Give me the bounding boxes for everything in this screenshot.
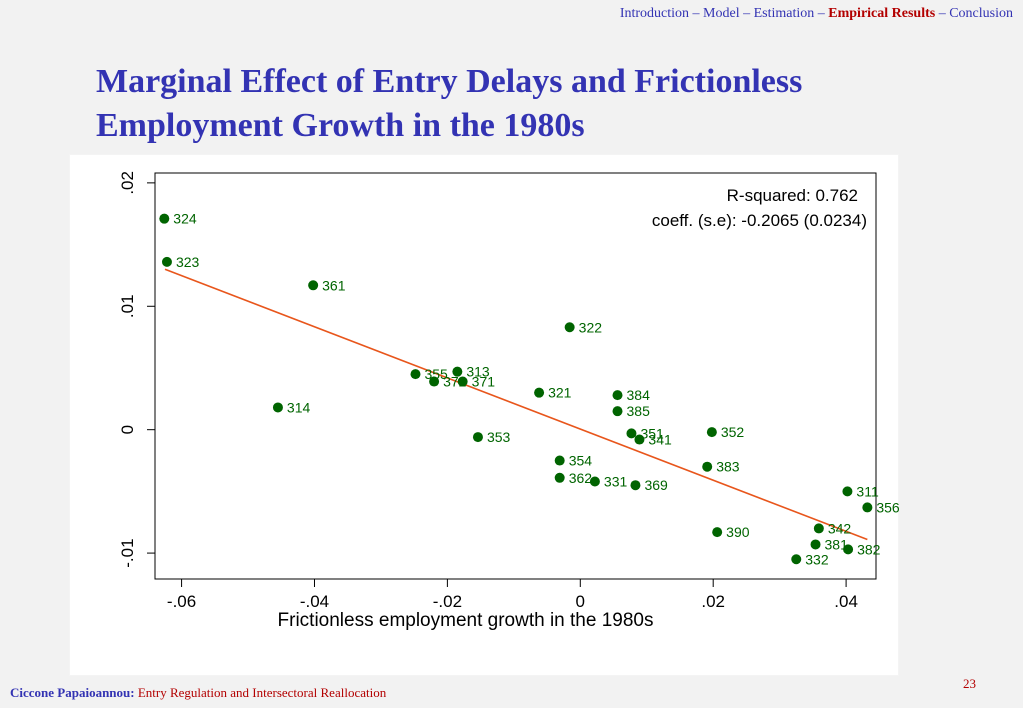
data-point [626, 428, 637, 439]
data-point [554, 472, 565, 483]
data-point [534, 387, 545, 398]
footer-author: Ciccone Papaioannou: [10, 685, 135, 700]
data-point [843, 544, 854, 555]
chart-axes: -.01 0 .01 .02 -.06 -.04 -.02 0 .02 .04 Frictionle… [118, 171, 877, 631]
plot-area [70, 155, 898, 675]
point-label: 385 [627, 403, 651, 419]
point-label: 351 [640, 425, 664, 441]
data-point [429, 376, 440, 387]
point-label: 332 [805, 551, 829, 567]
page-number: 23 [963, 676, 976, 691]
nav-item-estimation[interactable]: Estimation [753, 6, 815, 21]
x-tick-label: .04 [834, 592, 858, 611]
x-tick-label: -.04 [300, 592, 329, 611]
x-axis-label: Frictionless employment growth in the 19… [278, 610, 654, 631]
point-label: 382 [857, 541, 881, 557]
data-point [810, 539, 821, 550]
annotations: R-squared: 0.762 coeff. (s.e): -0.2065 (0… [652, 186, 867, 230]
data-point [272, 402, 283, 413]
data-point [472, 432, 483, 443]
data-point [634, 434, 645, 445]
point-label: 355 [424, 366, 448, 382]
y-tick-label: -.01 [118, 538, 137, 567]
annotation-text: coeff. (s.e): -0.2065 (0.0234) [652, 211, 867, 230]
x-tick-label: -.06 [167, 592, 196, 611]
data-point [862, 502, 873, 513]
nav-item-empirical-results[interactable]: Empirical Results [828, 6, 936, 21]
data-point [712, 527, 723, 538]
point-label: 313 [466, 364, 490, 380]
point-label: 314 [287, 399, 311, 415]
annotation-text: R-squared: 0.762 [727, 186, 858, 205]
point-label: 321 [548, 385, 572, 401]
data-point [842, 486, 853, 497]
x-tick-label: .02 [701, 592, 725, 611]
data-point [612, 390, 623, 401]
nav-separator: – [935, 6, 950, 21]
point-label: 384 [627, 387, 651, 403]
data-point [564, 322, 575, 333]
nav-item-conclusion[interactable]: Conclusion [949, 6, 1013, 21]
nav-item-introduction[interactable]: Introduction [619, 6, 690, 21]
y-tick-label: .01 [118, 294, 137, 318]
data-point [706, 427, 717, 438]
point-label: 383 [716, 459, 740, 475]
point-label: 361 [322, 277, 346, 293]
y-tick-label: .02 [118, 171, 137, 195]
x-tick-label: 0 [576, 592, 585, 611]
data-point [630, 480, 641, 491]
point-label: 356 [876, 499, 900, 515]
point-label: 324 [173, 211, 197, 227]
point-label: 362 [569, 470, 593, 486]
data-point [452, 366, 463, 377]
y-tick-label: 0 [118, 425, 137, 434]
slide-title: Marginal Effect of Entry Delays and Fric… [96, 63, 803, 144]
data-point [791, 554, 802, 565]
data-point [410, 369, 421, 380]
nav-separator: – [739, 6, 754, 21]
nav-separator: – [814, 6, 829, 21]
point-label: 354 [569, 453, 593, 469]
x-tick-label: -.02 [433, 592, 462, 611]
point-label: 331 [604, 474, 628, 490]
point-label: 341 [648, 432, 672, 448]
data-point [554, 455, 565, 466]
fit-line [164, 268, 868, 541]
point-label: 381 [825, 536, 849, 552]
point-label: 342 [828, 520, 852, 536]
data-point [159, 213, 170, 224]
data-point [457, 376, 468, 387]
point-label: 390 [726, 524, 750, 540]
nav-separator: – [689, 6, 704, 21]
data-point [813, 523, 824, 534]
point-label: 352 [721, 424, 745, 440]
data-point [589, 476, 600, 487]
data-point [308, 280, 319, 291]
point-label: 371 [472, 374, 496, 390]
plot-frame [154, 172, 877, 580]
data-point [161, 256, 172, 267]
data-point [612, 406, 623, 417]
fit-line-group [164, 268, 868, 541]
nav-item-model[interactable]: Model [703, 6, 740, 21]
point-label: 322 [579, 319, 603, 335]
point-label: 353 [487, 429, 511, 445]
point-label: 369 [644, 477, 668, 493]
footer-paper-title: Entry Regulation and Intersectoral Reall… [137, 685, 387, 700]
point-label: 323 [176, 254, 200, 270]
section-navigation: Introduction – Model – Estimation – Empi… [620, 6, 1013, 22]
point-label: 311 [856, 483, 879, 499]
data-point [702, 461, 713, 472]
footer: Ciccone Papaioannou: Entry Regulation an… [10, 685, 386, 701]
